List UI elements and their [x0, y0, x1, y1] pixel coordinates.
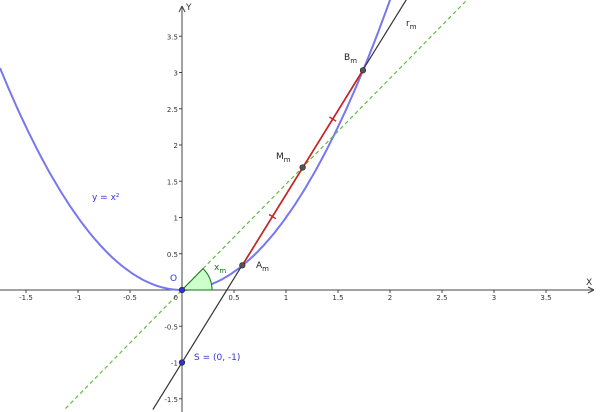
parabola-curve [0, 0, 392, 291]
curves-layer [0, 0, 468, 410]
x-tick-label: -1 [75, 294, 82, 302]
x-axis-label: X [586, 278, 592, 288]
origin-tick-label: 0 [174, 294, 178, 302]
x-tick-label: -0.5 [123, 294, 137, 302]
y-tick-label: 1.5 [167, 178, 178, 186]
y-tick-label: 2 [174, 142, 178, 150]
point-s [178, 359, 186, 366]
y-tick-label: -1.5 [164, 396, 178, 404]
angle-label: xm [214, 263, 226, 275]
dashed-tangent-line [65, 0, 468, 409]
point-b-label: Bm [344, 53, 357, 65]
point-a [239, 262, 246, 269]
point-s-label: S = (0, -1) [194, 353, 240, 363]
y-tick-label: 0.5 [167, 251, 178, 259]
x-tick-label: 1.5 [332, 294, 343, 302]
y-tick-label: 1 [174, 215, 178, 223]
y-tick-label: 3 [174, 70, 178, 78]
point-o [178, 286, 186, 294]
x-tick-label: 3 [492, 294, 496, 302]
x-tick-label: 2.5 [436, 294, 447, 302]
y-tick-label: 2.5 [167, 106, 178, 114]
segment-tick-mark [329, 116, 337, 122]
labels-layer: X Y 0 y = x² O S = (0, -1) Am Bm Mm rm x… [92, 3, 592, 363]
parabola-equation-label: y = x² [92, 193, 120, 203]
angle-wedge [180, 267, 213, 291]
x-tick-label: 0.5 [228, 294, 239, 302]
x-tick-label: 1 [284, 294, 288, 302]
point-m [299, 164, 306, 171]
x-axis-arrow [587, 286, 595, 294]
x-tick-label: 2 [388, 294, 392, 302]
segment-tick-mark [268, 213, 277, 220]
y-tick-label: 3.5 [167, 33, 178, 41]
y-axis-label: Y [185, 3, 192, 13]
x-tick-label: 3.5 [540, 294, 551, 302]
y-tick-label: -0.5 [164, 323, 178, 331]
axes-layer: -1.5 -1 -0.5 0.5 1 1.5 2 2.5 3 3.5 -1.5 -1 -0.5 0.5 1 1… [0, 5, 595, 412]
x-tick-label: -1.5 [19, 294, 33, 302]
point-b [359, 67, 367, 74]
point-m-label: Mm [276, 152, 291, 164]
y-axis-arrow [178, 5, 186, 13]
secant-line-label: rm [406, 19, 417, 31]
point-a-label: Am [256, 261, 269, 273]
point-o-label: O [170, 274, 177, 284]
y-tick-label: -1 [171, 360, 178, 368]
